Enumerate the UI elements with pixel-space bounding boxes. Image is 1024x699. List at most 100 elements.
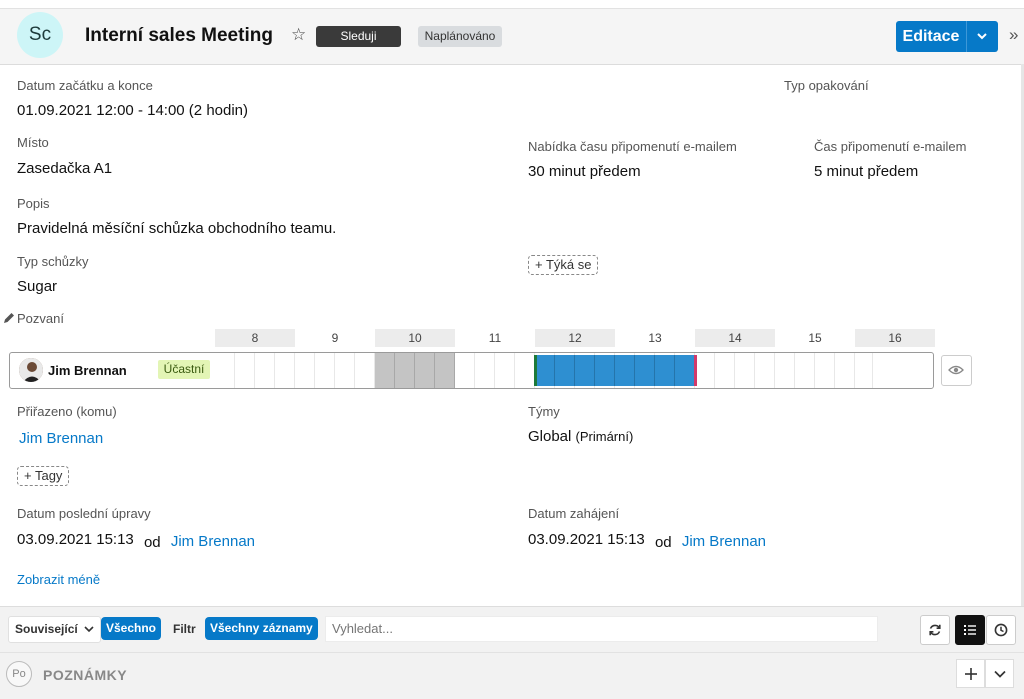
description-label: Popis	[17, 196, 50, 211]
list-view-button[interactable]	[955, 615, 985, 645]
notes-title: POZNÁMKY	[43, 667, 128, 683]
notes-subpanel-header[interactable]: Po POZNÁMKY	[0, 652, 1024, 699]
person-photo-icon	[19, 358, 43, 382]
busy-time-slot	[435, 353, 455, 388]
place-value: Zasedačka A1	[17, 160, 113, 177]
follow-button[interactable]: Sleduji	[316, 26, 401, 47]
scheduler-hour-label: 10	[375, 329, 455, 347]
add-tags-button[interactable]: + Tagy	[17, 466, 70, 486]
add-related-button[interactable]: + Týká se	[528, 255, 599, 275]
meeting-end-marker[interactable]	[694, 355, 697, 386]
meeting-slot-divider	[614, 355, 615, 386]
scheduler-hour-label: 14	[695, 329, 775, 347]
time-slot	[455, 353, 475, 388]
reminder-time-value: 5 minut předem	[814, 163, 919, 180]
edit-actions-dropdown[interactable]	[966, 21, 998, 52]
created-by-user-link[interactable]: Jim Brennan	[681, 533, 767, 550]
attendee-avatar	[19, 358, 43, 382]
favorite-star-icon[interactable]: ☆	[291, 25, 307, 44]
busy-time-slot	[375, 353, 395, 388]
eye-icon	[948, 365, 964, 375]
sidebar-edge	[1021, 64, 1024, 606]
created-label: Datum zahájení	[528, 506, 620, 521]
refresh-button[interactable]	[920, 615, 950, 645]
reminder-offer-value: 30 minut předem	[528, 163, 641, 180]
record-title: Interní sales Meeting	[85, 25, 273, 46]
reminder-offer-label: Nabídka času připomenutí e-mailem	[528, 139, 737, 154]
teams-value: Global (Primární)	[528, 428, 633, 445]
scheduler-hour-label: 11	[488, 331, 502, 345]
meeting-time-block	[535, 355, 695, 386]
time-slot	[515, 353, 535, 388]
time-slot	[235, 353, 255, 388]
edit-button[interactable]: Editace	[896, 21, 966, 52]
time-slot	[255, 353, 275, 388]
filter-label: Filtr	[173, 622, 196, 636]
chevron-down-icon	[84, 626, 94, 633]
notes-module-icon: Po	[6, 661, 32, 687]
all-modules-pill[interactable]: Všechno	[101, 617, 162, 640]
repeat-type-label: Typ opakování	[784, 78, 869, 93]
time-slot	[215, 353, 235, 388]
busy-time-slot	[395, 353, 415, 388]
subpanel-search-input[interactable]	[325, 616, 878, 642]
time-slot	[795, 353, 815, 388]
team-primary-marker: (Primární)	[575, 429, 634, 444]
time-slot	[295, 353, 315, 388]
assigned-label: Přiřazeno (komu)	[17, 404, 117, 419]
meeting-start-marker[interactable]	[534, 355, 537, 386]
add-note-button[interactable]	[956, 659, 985, 688]
modified-date: 03.09.2021 15:13	[17, 531, 134, 548]
related-dropdown[interactable]: Související	[8, 616, 102, 643]
time-slot	[275, 353, 295, 388]
module-avatar: Sc	[17, 12, 63, 58]
record-header: Sc Interní sales Meeting ☆ Sleduji Naplá…	[0, 9, 1024, 65]
meeting-slot-divider	[574, 355, 575, 386]
time-slot	[755, 353, 775, 388]
busy-time-slot	[415, 353, 435, 388]
created-by-word: od	[654, 534, 672, 551]
scheduler-hour-label: 8	[215, 329, 295, 347]
modified-value: 03.09.2021 15:13 od Jim Brennan	[17, 531, 256, 551]
meeting-slot-divider	[654, 355, 655, 386]
scheduler-hour-label: 15	[808, 331, 822, 345]
modified-by-word: od	[143, 534, 161, 551]
plus-icon	[965, 668, 977, 680]
description-value: Pravidelná měsíční schůzka obchodního te…	[17, 220, 337, 237]
scheduler-timeline	[215, 353, 933, 388]
history-view-button[interactable]	[986, 615, 1016, 645]
invitees-label: Pozvaní	[17, 311, 64, 326]
time-slot	[335, 353, 355, 388]
notes-actions-dropdown[interactable]	[985, 659, 1014, 688]
time-slot	[695, 353, 715, 388]
attendee-status-badge: Účastní	[158, 360, 210, 379]
reminder-time-label: Čas připomenutí e-mailem	[814, 139, 967, 154]
show-availability-button[interactable]	[941, 355, 972, 386]
team-name: Global	[528, 428, 572, 445]
pencil-icon[interactable]	[2, 311, 16, 325]
chevron-down-icon	[994, 670, 1006, 678]
time-slot	[775, 353, 795, 388]
show-less-link[interactable]: Zobrazit méně	[17, 572, 101, 587]
scheduler-attendee-row: Jim Brennan Účastní	[9, 352, 934, 389]
chevron-down-icon	[977, 33, 987, 40]
assigned-user-link[interactable]: Jim Brennan	[19, 430, 104, 447]
related-label: Související	[15, 622, 78, 636]
scheduler-hour-label: 12	[535, 329, 615, 347]
modified-by-user-link[interactable]: Jim Brennan	[170, 533, 256, 550]
place-label: Místo	[17, 135, 49, 150]
created-date: 03.09.2021 15:13	[528, 531, 645, 548]
attendee-name[interactable]: Jim Brennan	[48, 363, 127, 378]
scheduler-hour-label: 16	[855, 329, 935, 347]
time-slot	[355, 353, 375, 388]
all-records-pill[interactable]: Všechny záznamy	[205, 617, 318, 640]
collapse-sidebar-icon[interactable]: »	[1009, 25, 1019, 44]
top-edge	[0, 0, 1024, 9]
refresh-icon	[929, 624, 941, 636]
meeting-type-label: Typ schůzky	[17, 254, 89, 269]
scheduler-hours-header: 8 9 10 11 12 13 14 15 16	[215, 329, 935, 347]
created-value: 03.09.2021 15:13 od Jim Brennan	[528, 531, 767, 551]
teams-label: Týmy	[528, 404, 560, 419]
time-slot	[815, 353, 835, 388]
meeting-slot-divider	[554, 355, 555, 386]
